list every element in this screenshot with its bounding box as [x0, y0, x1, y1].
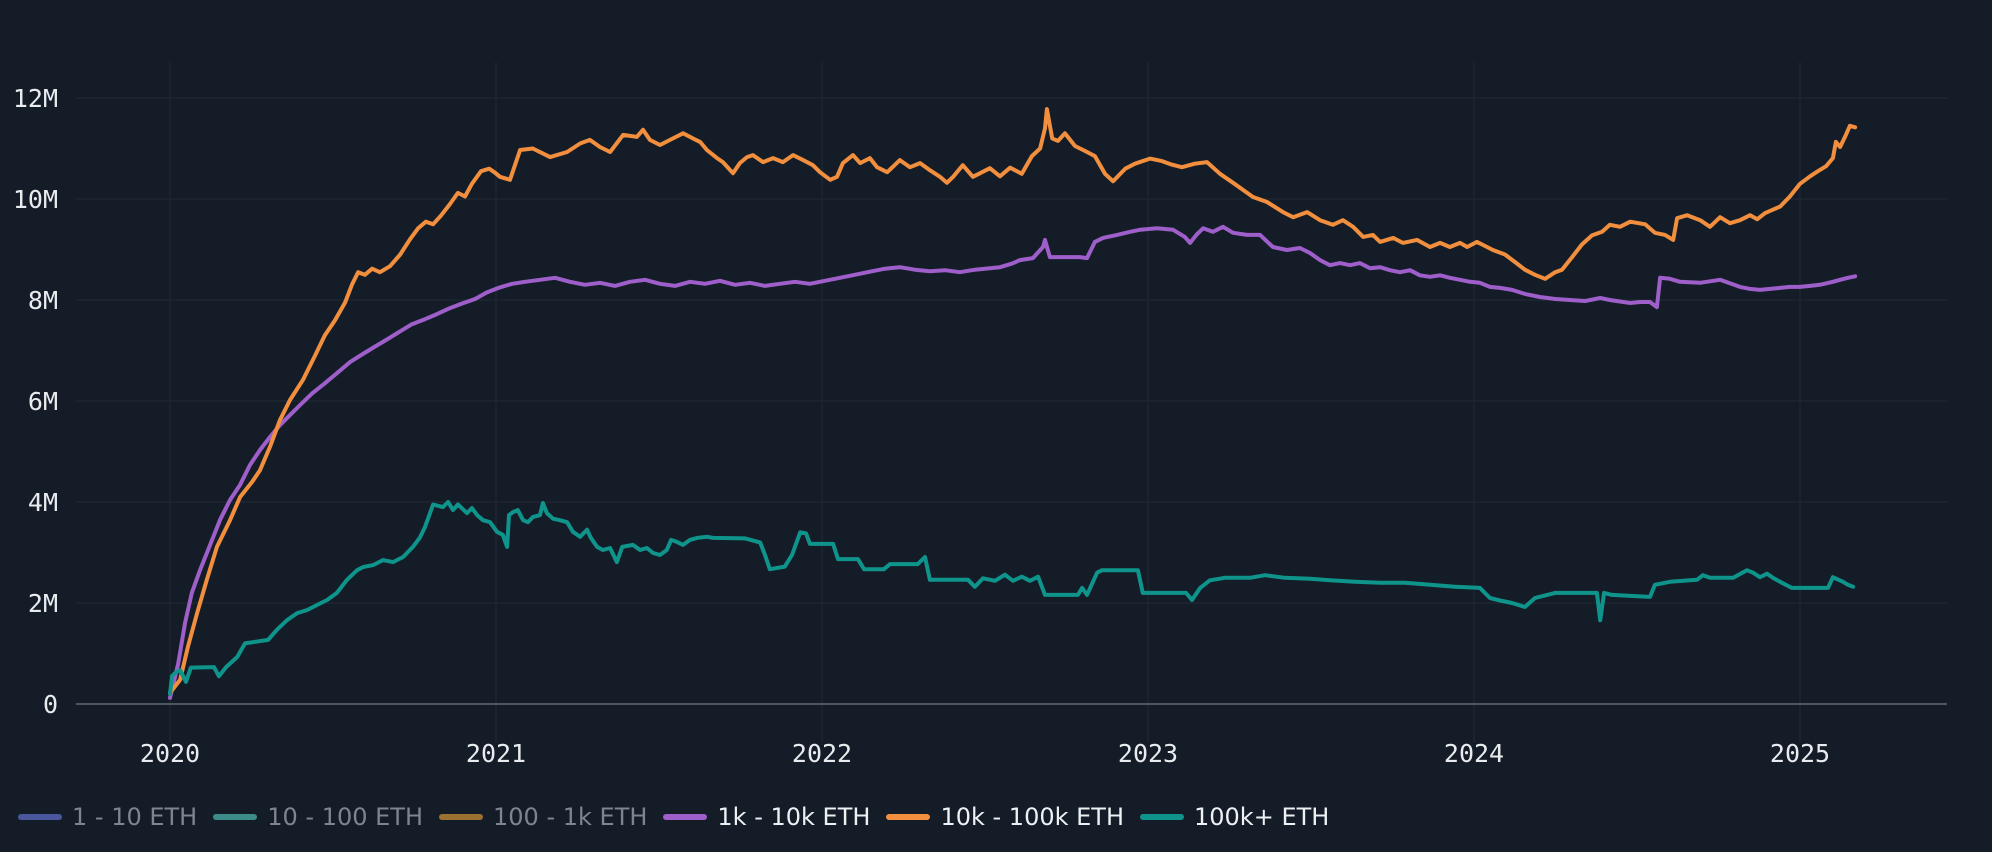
legend-label: 1 - 10 ETH — [72, 803, 198, 831]
x-tick-label: 2024 — [1444, 739, 1504, 768]
legend-swatch-1-10-eth — [18, 814, 62, 820]
x-tick-label: 2022 — [792, 739, 852, 768]
legend-item-10k-100k-eth[interactable]: 10k - 100k ETH — [886, 805, 1124, 829]
y-tick-label: 12M — [13, 84, 58, 113]
legend-item-100-1k-eth[interactable]: 100 - 1k ETH — [439, 805, 647, 829]
legend-item-1k-10k-eth[interactable]: 1k - 10k ETH — [663, 805, 870, 829]
series-line-100k-eth — [168, 500, 1856, 696]
legend-label: 10k - 100k ETH — [940, 803, 1124, 831]
legend-label: 100k+ ETH — [1194, 803, 1330, 831]
x-tick-label: 2020 — [140, 739, 200, 768]
legend-item-100k-eth[interactable]: 100k+ ETH — [1140, 805, 1329, 829]
x-tick-label: 2023 — [1118, 739, 1178, 768]
legend-swatch-100-1k-eth — [439, 814, 483, 820]
legend-swatch-10k-100k-eth — [886, 814, 931, 820]
chart-legend: 1 - 10 ETH 10 - 100 ETH 100 - 1k ETH 1k - 1… — [18, 798, 1329, 836]
legend-item-10-100-eth[interactable]: 10 - 100 ETH — [213, 805, 423, 829]
series-line-1k-10k-eth — [168, 224, 1858, 700]
legend-swatch-1k-10k-eth — [663, 814, 708, 820]
y-tick-label: 10M — [13, 185, 58, 214]
legend-swatch-10-100-eth — [213, 814, 258, 820]
legend-label: 10 - 100 ETH — [267, 803, 423, 831]
legend-label: 100 - 1k ETH — [493, 803, 648, 831]
y-tick-label: 4M — [28, 488, 58, 517]
x-tick-label: 2021 — [466, 739, 526, 768]
y-tick-label: 0 — [43, 690, 58, 719]
legend-item-1-10-eth[interactable]: 1 - 10 ETH — [18, 805, 197, 829]
legend-swatch-100k-eth — [1140, 814, 1184, 820]
legend-label: 1k - 10k ETH — [717, 803, 871, 831]
y-tick-label: 6M — [28, 387, 58, 416]
y-tick-label: 2M — [28, 589, 58, 618]
x-tick-label: 2025 — [1770, 739, 1830, 768]
y-tick-label: 8M — [28, 286, 58, 315]
series-line-10k-100k-eth — [168, 107, 1858, 695]
